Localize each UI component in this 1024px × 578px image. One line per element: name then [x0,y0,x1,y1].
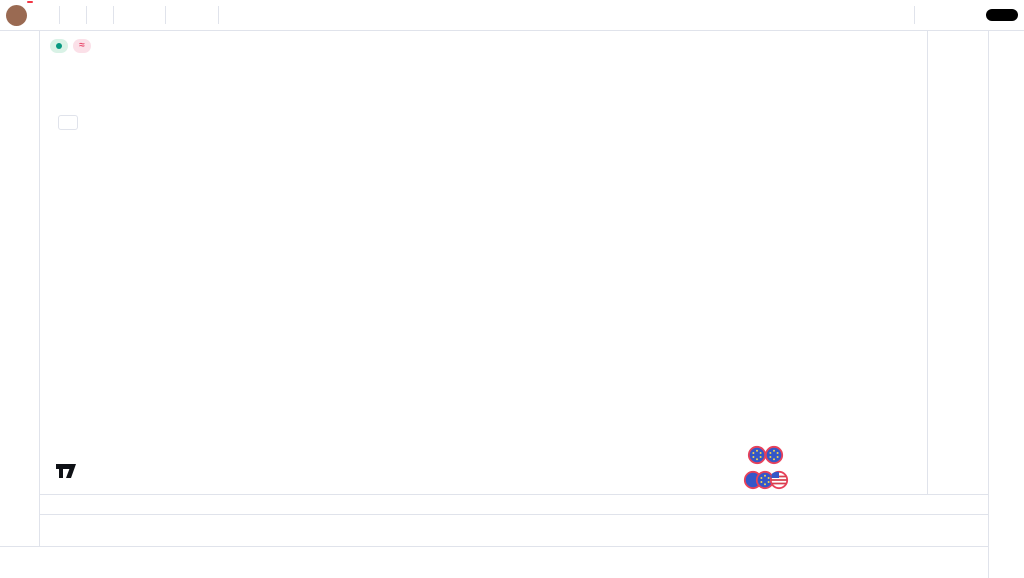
interval-button[interactable] [67,12,79,18]
price-axis[interactable] [927,31,988,494]
indicators-button[interactable] [121,12,138,18]
legend-collapse-button[interactable] [58,115,78,130]
redo-icon[interactable] [242,12,254,18]
indicator-templates-icon[interactable] [146,12,158,18]
bottom-panel-bar [0,546,988,578]
toolbar-separator [113,6,114,24]
undo-icon[interactable] [226,12,238,18]
drawing-toolbar [0,31,40,546]
symbol-search-button[interactable] [31,12,48,18]
time-axis[interactable] [40,494,988,514]
alert-button[interactable] [173,12,190,18]
quick-search-icon[interactable] [922,12,934,18]
toolbar-separator [914,6,915,24]
eu-flag-sticker [747,445,784,465]
toolbar-separator [165,6,166,24]
toolbar-separator [59,6,60,24]
right-sidebar [988,31,1024,578]
minds-icon[interactable]: ≈ [73,39,91,53]
toolbar-separator [218,6,219,24]
settings-gear-icon[interactable] [938,12,950,18]
fullscreen-icon[interactable] [954,12,966,18]
chart-pane[interactable]: ≈ [40,31,927,494]
toolbar-separator [86,6,87,24]
top-toolbar [0,0,1024,31]
chart-canvas[interactable] [40,31,927,494]
eu-us-flag-sticker [743,470,789,490]
legend-ohlc-row[interactable]: ≈ [50,39,156,53]
replay-button[interactable] [194,12,211,18]
market-status-icon [50,39,68,53]
range-toolbar [40,514,988,546]
flag-stickers[interactable] [738,442,796,501]
user-avatar[interactable] [6,0,34,26]
layout-select-icon[interactable] [887,12,899,18]
chart-legend: ≈ [50,39,156,53]
notification-badge [26,0,34,4]
publish-button[interactable] [986,9,1018,21]
snapshot-camera-icon[interactable] [970,12,982,18]
chart-type-icon[interactable] [94,12,106,18]
